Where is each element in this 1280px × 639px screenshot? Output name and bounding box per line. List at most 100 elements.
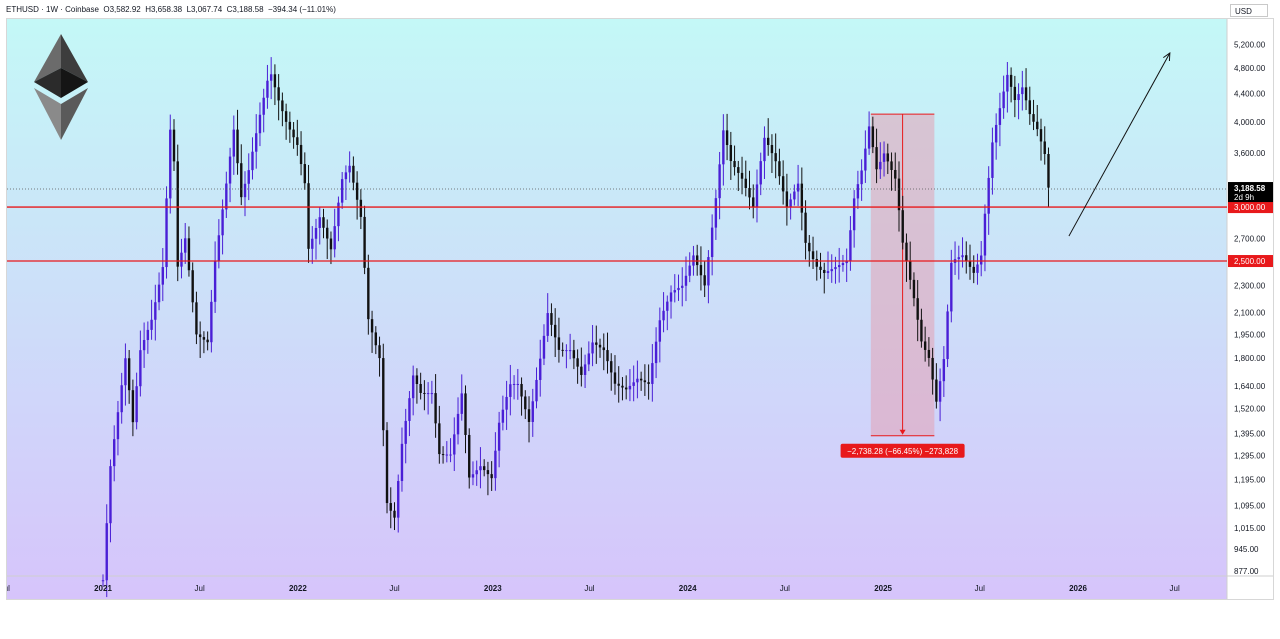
candle-body bbox=[318, 217, 321, 228]
candle-body bbox=[980, 255, 983, 265]
candle-body bbox=[539, 358, 542, 380]
candle-body bbox=[322, 217, 325, 228]
candle-body bbox=[867, 126, 871, 149]
candle-body bbox=[643, 380, 647, 383]
candle-body bbox=[647, 382, 650, 384]
candle-body bbox=[834, 267, 837, 270]
candle-body bbox=[348, 165, 351, 173]
candle-body bbox=[490, 474, 493, 479]
price-tick-label: 1,800.00 bbox=[1234, 354, 1266, 363]
candle-body bbox=[479, 466, 482, 471]
candle-body bbox=[819, 266, 822, 270]
candle-body bbox=[778, 161, 781, 177]
time-axis[interactable]: Jul 2021 Jul 2022 Jul 2023 Jul 2024 Jul 2025 Jul 20… bbox=[7, 584, 1180, 593]
price-axis[interactable]: 877.00 945.00 1,015.00 1,095.00 1,195.00 1,29… bbox=[1228, 40, 1273, 576]
price-tick-label: 945.00 bbox=[1234, 545, 1259, 554]
candle-body bbox=[871, 126, 875, 148]
time-tick-label: Jul bbox=[780, 584, 790, 593]
open-value: O3,582.92 bbox=[103, 5, 141, 14]
candle-body bbox=[901, 210, 904, 243]
candle-body bbox=[815, 259, 818, 267]
candle-body bbox=[269, 74, 273, 81]
candle-body bbox=[419, 383, 422, 393]
candle-body bbox=[965, 255, 968, 261]
candle-body bbox=[198, 334, 202, 338]
candle-body bbox=[905, 242, 908, 262]
candle-body bbox=[169, 129, 172, 199]
candle-body bbox=[759, 161, 762, 185]
candle-body bbox=[210, 301, 213, 343]
chart-frame[interactable]: −2,738.28 (−66.45%) −273,828 877.00 945.0… bbox=[6, 18, 1274, 600]
candle-body bbox=[262, 97, 265, 115]
candle-body bbox=[251, 151, 254, 171]
candle-body bbox=[546, 313, 549, 336]
time-tick-label: 2022 bbox=[289, 584, 307, 593]
price-tick-label: 1,295.00 bbox=[1234, 452, 1266, 461]
candle-body bbox=[714, 198, 718, 228]
candle-body bbox=[580, 366, 583, 375]
candle-body bbox=[886, 153, 889, 162]
candle-body bbox=[105, 523, 108, 581]
candle-body bbox=[557, 337, 561, 350]
candle-body bbox=[191, 270, 194, 303]
high-value: H3,658.38 bbox=[145, 5, 183, 14]
candle-body bbox=[800, 183, 804, 213]
bar-countdown-label: 2d 9h bbox=[1234, 193, 1254, 202]
candle-body bbox=[572, 350, 576, 359]
candle-body bbox=[673, 290, 676, 293]
candle-body bbox=[284, 111, 288, 122]
candle-body bbox=[550, 313, 553, 325]
candle-body bbox=[632, 382, 635, 386]
last-price-label: 3,188.58 bbox=[1234, 184, 1266, 193]
time-tick-label: Jul bbox=[195, 584, 205, 593]
candle-body bbox=[326, 227, 329, 239]
price-tick-label: 4,800.00 bbox=[1234, 64, 1266, 73]
level-price-tag bbox=[1228, 201, 1273, 214]
candle-body bbox=[187, 238, 191, 271]
candle-body bbox=[931, 357, 934, 380]
candle-body bbox=[658, 320, 662, 342]
price-tick-label: 1,395.00 bbox=[1234, 430, 1266, 439]
candle-body bbox=[684, 275, 688, 286]
candle-body bbox=[475, 470, 478, 475]
price-axis-background bbox=[1227, 19, 1273, 599]
price-tick-label: 1,640.00 bbox=[1234, 382, 1266, 391]
price-tick-label: 1,195.00 bbox=[1234, 475, 1266, 484]
candle-body bbox=[505, 396, 508, 410]
candle-body bbox=[598, 344, 602, 348]
candle-body bbox=[116, 412, 120, 440]
time-tick-label: Jul bbox=[7, 584, 10, 593]
candle-body bbox=[240, 163, 243, 198]
candle-body bbox=[382, 358, 385, 431]
candle-body bbox=[296, 137, 299, 145]
candle-body bbox=[576, 358, 579, 367]
candle-body bbox=[636, 378, 639, 383]
candle-body bbox=[1006, 74, 1009, 92]
candle-body bbox=[610, 361, 613, 373]
candle-body bbox=[740, 172, 744, 179]
candle-body bbox=[748, 188, 751, 198]
candle-body bbox=[266, 80, 269, 98]
projection-arrow-head bbox=[1163, 51, 1171, 61]
price-chart[interactable]: −2,738.28 (−66.45%) −273,828 877.00 945.0… bbox=[7, 19, 1273, 599]
candle-body bbox=[935, 379, 938, 402]
candle-body bbox=[535, 379, 538, 402]
candle-body bbox=[639, 378, 643, 381]
candle-body bbox=[486, 470, 490, 475]
change-value: −394.34 (−11.01%) bbox=[268, 5, 336, 14]
candle-body bbox=[553, 324, 557, 338]
candle-body bbox=[617, 383, 620, 386]
candle-body bbox=[808, 242, 811, 252]
candle-body bbox=[453, 434, 456, 455]
time-tick-label: Jul bbox=[584, 584, 594, 593]
candle-body bbox=[1009, 74, 1013, 87]
candle-body bbox=[950, 262, 953, 312]
candle-body bbox=[722, 130, 725, 165]
currency-selector[interactable]: USD bbox=[1230, 4, 1268, 17]
candle-body bbox=[946, 311, 949, 360]
projection-arrow-line[interactable] bbox=[1068, 52, 1171, 237]
candle-body bbox=[972, 266, 975, 273]
candle-body bbox=[142, 340, 146, 351]
candle-body bbox=[120, 385, 123, 413]
candle-body bbox=[744, 178, 747, 189]
